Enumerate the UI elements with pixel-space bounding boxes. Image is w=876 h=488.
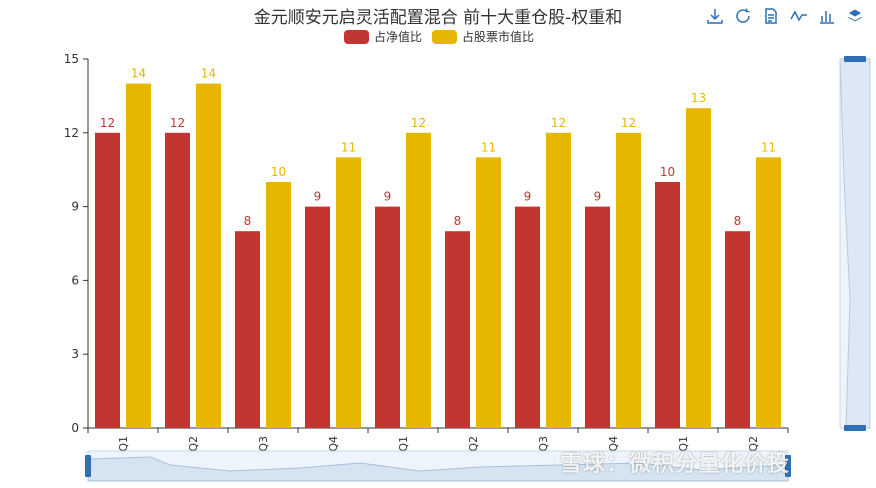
bar-stock-value[interactable] [546, 132, 571, 429]
data-view-icon[interactable] [760, 6, 782, 26]
y-tick-label: 12 [64, 126, 79, 140]
bar-stock-value[interactable] [126, 83, 151, 428]
data-label: 12 [621, 116, 636, 130]
data-label: 9 [524, 190, 532, 204]
chart-toolbar [704, 6, 872, 26]
y-datazoom-handle-top[interactable] [844, 56, 866, 62]
y-tick-label: 6 [71, 273, 79, 287]
legend-swatch [432, 29, 458, 44]
data-label: 13 [691, 91, 706, 105]
data-label: 12 [170, 116, 185, 130]
data-label: 8 [244, 214, 252, 228]
legend-item-net-value-ratio[interactable]: 占净值比 [344, 28, 422, 45]
bar-net-value[interactable] [725, 231, 750, 428]
stack-icon[interactable] [844, 6, 866, 26]
bar-stock-value[interactable] [266, 182, 291, 428]
download-icon[interactable] [704, 6, 726, 26]
chart-legend: 占净值比 占股票市值比 [344, 28, 544, 45]
data-label: 10 [271, 165, 286, 179]
bar-net-value[interactable] [95, 132, 120, 429]
x-datazoom-handle-right[interactable] [785, 455, 791, 477]
bar-net-value[interactable] [655, 182, 680, 428]
line-chart-icon[interactable] [788, 6, 810, 26]
watermark-text: 雪球：微积分量化价投 [560, 452, 791, 477]
legend-item-stock-value-ratio[interactable]: 占股票市值比 [432, 28, 534, 45]
bar-net-value[interactable] [585, 206, 610, 428]
bar-stock-value[interactable] [476, 157, 501, 428]
bar-net-value[interactable] [515, 206, 540, 428]
legend-label: 占净值比 [374, 30, 423, 44]
bar-net-value[interactable] [305, 206, 330, 428]
legend-label: 占股票市值比 [462, 30, 535, 44]
chart-title: 金元顺安元启灵活配置混合 前十大重仓股-权重和 [253, 8, 623, 28]
bar-net-value[interactable] [235, 231, 260, 428]
data-label: 11 [761, 140, 776, 154]
bar-stock-value[interactable] [756, 157, 781, 428]
bar-chart-icon[interactable] [816, 6, 838, 26]
y-tick-label: 9 [71, 200, 79, 214]
data-label: 11 [341, 140, 356, 154]
x-datazoom-handle-left[interactable] [85, 455, 91, 477]
bar-stock-value[interactable] [336, 157, 361, 428]
y-tick-label: 15 [64, 52, 79, 66]
data-label: 11 [481, 140, 496, 154]
data-label: 8 [454, 214, 462, 228]
data-label: 14 [131, 67, 146, 81]
bar-net-value[interactable] [165, 132, 190, 429]
data-label: 12 [411, 116, 426, 130]
bar-stock-value[interactable] [616, 132, 641, 429]
y-tick-label: 0 [71, 421, 79, 435]
data-label: 10 [660, 165, 675, 179]
data-label: 14 [201, 67, 216, 81]
data-label: 12 [100, 116, 115, 130]
y-tick-label: 3 [71, 347, 79, 361]
bar-stock-value[interactable] [686, 108, 711, 428]
data-label: 8 [734, 214, 742, 228]
data-label: 12 [551, 116, 566, 130]
bar-net-value[interactable] [445, 231, 470, 428]
data-label: 9 [314, 190, 322, 204]
y-datazoom-handle-bottom[interactable] [844, 425, 866, 431]
data-label: 9 [594, 190, 602, 204]
legend-swatch [344, 29, 369, 44]
refresh-icon[interactable] [732, 6, 754, 26]
bar-stock-value[interactable] [196, 83, 221, 428]
bar-net-value[interactable] [375, 206, 400, 428]
data-label: 9 [384, 190, 392, 204]
bar-stock-value[interactable] [406, 132, 431, 429]
